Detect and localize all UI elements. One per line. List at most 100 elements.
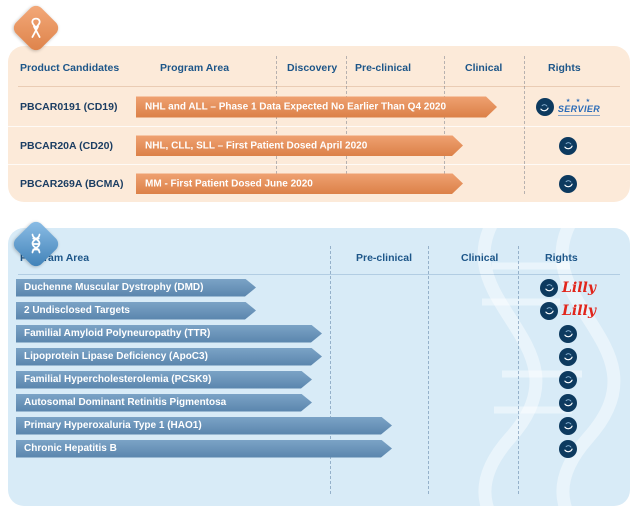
precision-biosciences-logo bbox=[559, 136, 577, 155]
rights-cell: Lilly bbox=[516, 276, 620, 299]
header-divider bbox=[18, 274, 620, 275]
col-header-program-area: Program Area bbox=[160, 62, 230, 74]
servier-stars-icon: ★ ★ ★ bbox=[565, 97, 593, 104]
rights-cell bbox=[516, 437, 620, 460]
servier-logo: ★ ★ ★ SERVIER bbox=[557, 97, 601, 116]
precision-arc-icon bbox=[563, 353, 573, 361]
dna-helix-icon bbox=[31, 233, 41, 254]
program-stage-bar-label: Chronic Hepatitis B bbox=[24, 443, 117, 454]
col-header-clinical: Clinical bbox=[465, 62, 503, 74]
program-row: 2 Undisclosed Targets Lilly bbox=[8, 299, 630, 322]
rights-cell bbox=[516, 322, 620, 345]
program-stage-bar: NHL and ALL – Phase 1 Data Expected No E… bbox=[136, 97, 497, 118]
precision-arc-icon bbox=[563, 142, 573, 150]
header-divider bbox=[18, 86, 620, 87]
program-stage-bar-label: Familial Hypercholesterolemia (PCSK9) bbox=[24, 374, 212, 385]
precision-arc-icon bbox=[544, 284, 554, 292]
precision-arc-icon bbox=[563, 399, 573, 407]
car-t-pipeline-panel: Product Candidates Program Area Discover… bbox=[8, 46, 630, 202]
program-stage-bar: Familial Hypercholesterolemia (PCSK9) bbox=[16, 371, 312, 389]
precision-biosciences-logo bbox=[540, 301, 559, 320]
precision-arc-icon bbox=[540, 103, 550, 111]
column-divider bbox=[518, 246, 519, 494]
program-stage-bar: Duchenne Muscular Dystrophy (DMD) bbox=[16, 279, 256, 297]
program-row: Autosomal Dominant Retinitis Pigmentosa bbox=[8, 391, 630, 414]
col-header-pre-clinical: Pre-clinical bbox=[355, 62, 412, 74]
rights-cell bbox=[516, 414, 620, 437]
col-header-discovery: Discovery bbox=[287, 62, 338, 74]
program-row: Lipoprotein Lipase Deficiency (ApoC3) bbox=[8, 345, 630, 368]
program-row: Primary Hyperoxaluria Type 1 (HAO1) bbox=[8, 414, 630, 437]
gene-correction-pipeline-panel: Program Area Pre-clinical Clinical Right… bbox=[8, 228, 630, 506]
program-stage-bar: MM - First Patient Dosed June 2020 bbox=[136, 173, 463, 194]
program-row: Familial Amyloid Polyneuropathy (TTR) bbox=[8, 322, 630, 345]
program-row: Chronic Hepatitis B bbox=[8, 437, 630, 460]
rights-cell bbox=[516, 345, 620, 368]
rights-cell: Lilly bbox=[516, 299, 620, 322]
lilly-logo: Lilly bbox=[562, 302, 596, 319]
program-stage-bar-label: Lipoprotein Lipase Deficiency (ApoC3) bbox=[24, 351, 208, 362]
product-candidate-name: PBCAR269A (BCMA) bbox=[20, 177, 124, 190]
program-stage-bar: Autosomal Dominant Retinitis Pigmentosa bbox=[16, 394, 312, 412]
awareness-ribbon-icon bbox=[31, 17, 41, 38]
column-divider bbox=[444, 56, 445, 194]
precision-biosciences-logo bbox=[535, 98, 554, 116]
servier-wordmark: SERVIER bbox=[557, 103, 601, 116]
product-candidate-name: PBCAR0191 (CD19) bbox=[20, 101, 118, 113]
precision-arc-icon bbox=[563, 180, 573, 188]
program-row: Familial Hypercholesterolemia (PCSK9) bbox=[8, 368, 630, 391]
program-stage-bar-label: Autosomal Dominant Retinitis Pigmentosa bbox=[24, 397, 227, 408]
program-row: Duchenne Muscular Dystrophy (DMD) Lilly bbox=[8, 276, 630, 299]
column-divider bbox=[276, 56, 277, 194]
column-divider bbox=[524, 56, 525, 194]
col-header-clinical: Clinical bbox=[461, 252, 499, 264]
product-candidate-name: PBCAR20A (CD20) bbox=[20, 139, 113, 152]
program-stage-bar-label: 2 Undisclosed Targets bbox=[24, 305, 130, 316]
precision-arc-icon bbox=[544, 307, 554, 315]
product-candidate-row: PBCAR0191 (CD19) NHL and ALL – Phase 1 Da… bbox=[8, 88, 630, 126]
program-stage-bar-label: MM - First Patient Dosed June 2020 bbox=[145, 178, 313, 189]
precision-arc-icon bbox=[563, 330, 573, 338]
program-stage-bar: Familial Amyloid Polyneuropathy (TTR) bbox=[16, 325, 322, 343]
product-candidate-row: PBCAR269A (BCMA) MM - First Patient Dosed… bbox=[8, 164, 630, 202]
program-stage-bar-label: NHL and ALL – Phase 1 Data Expected No E… bbox=[145, 101, 447, 113]
precision-biosciences-logo bbox=[559, 370, 577, 389]
precision-arc-icon bbox=[563, 376, 573, 384]
precision-biosciences-logo bbox=[559, 439, 577, 458]
precision-biosciences-logo bbox=[559, 174, 577, 193]
precision-arc-icon bbox=[563, 422, 573, 430]
precision-biosciences-logo bbox=[540, 278, 559, 297]
rights-cell bbox=[516, 368, 620, 391]
precision-biosciences-logo bbox=[559, 324, 577, 343]
col-header-product-candidates: Product Candidates bbox=[20, 62, 120, 74]
program-stage-bar-label: Primary Hyperoxaluria Type 1 (HAO1) bbox=[24, 420, 202, 431]
program-stage-bar: 2 Undisclosed Targets bbox=[16, 302, 256, 320]
col-header-rights: Rights bbox=[545, 252, 578, 264]
column-divider bbox=[346, 56, 347, 194]
car-t-rows: PBCAR0191 (CD19) NHL and ALL – Phase 1 Da… bbox=[8, 88, 630, 202]
col-header-pre-clinical: Pre-clinical bbox=[356, 252, 413, 264]
col-header-rights: Rights bbox=[548, 62, 581, 74]
precision-biosciences-logo bbox=[559, 393, 577, 412]
rights-cell bbox=[516, 391, 620, 414]
precision-arc-icon bbox=[563, 445, 573, 453]
precision-biosciences-logo bbox=[559, 347, 577, 366]
column-divider bbox=[428, 246, 429, 494]
precision-biosciences-logo bbox=[559, 416, 577, 435]
program-stage-bar-label: NHL, CLL, SLL – First Patient Dosed Apri… bbox=[145, 140, 368, 151]
column-divider bbox=[330, 246, 331, 494]
awareness-ribbon-badge bbox=[10, 2, 62, 54]
program-stage-bar: Lipoprotein Lipase Deficiency (ApoC3) bbox=[16, 348, 322, 366]
dna-badge bbox=[10, 218, 62, 270]
program-stage-bar: Primary Hyperoxaluria Type 1 (HAO1) bbox=[16, 417, 392, 435]
rights-cell: ★ ★ ★ SERVIER bbox=[516, 88, 620, 126]
program-stage-bar-label: Duchenne Muscular Dystrophy (DMD) bbox=[24, 282, 204, 293]
rights-cell bbox=[516, 127, 620, 164]
gene-correction-rows: Duchenne Muscular Dystrophy (DMD) Lilly 2 … bbox=[8, 276, 630, 460]
program-stage-bar: Chronic Hepatitis B bbox=[16, 440, 392, 458]
rights-cell bbox=[516, 165, 620, 202]
program-stage-bar-label: Familial Amyloid Polyneuropathy (TTR) bbox=[24, 328, 211, 339]
program-stage-bar: NHL, CLL, SLL – First Patient Dosed Apri… bbox=[136, 135, 463, 156]
lilly-logo: Lilly bbox=[562, 279, 596, 296]
product-candidate-row: PBCAR20A (CD20) NHL, CLL, SLL – First Pat… bbox=[8, 126, 630, 164]
